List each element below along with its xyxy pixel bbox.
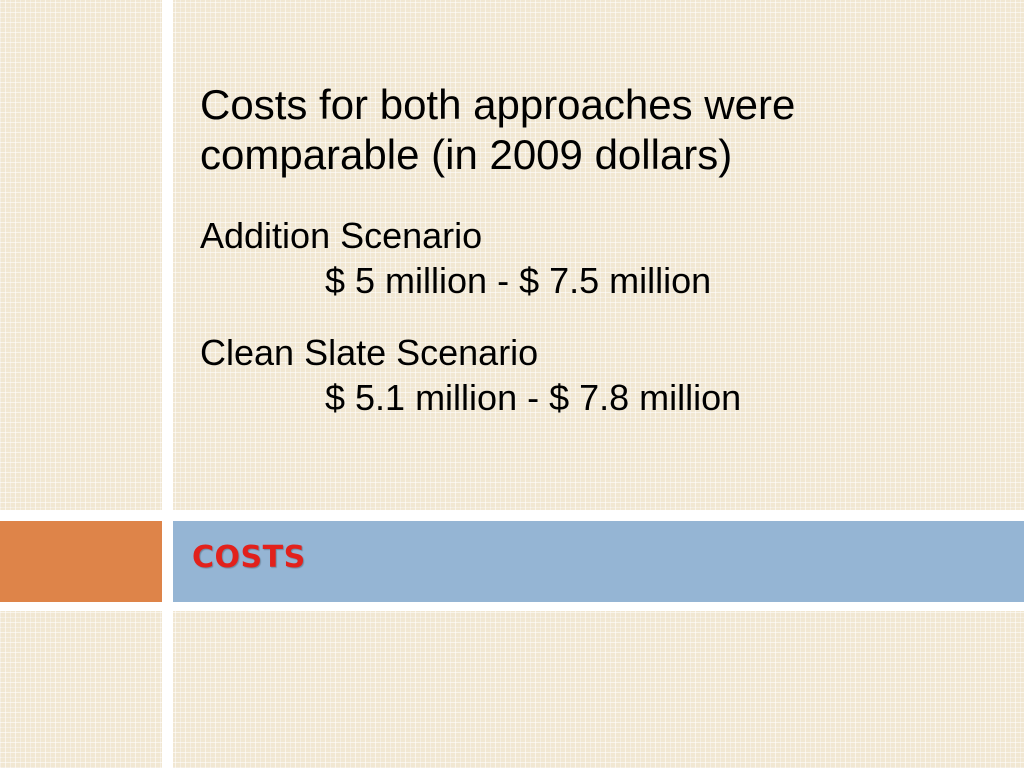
accent-block [0, 521, 162, 602]
scenario-name: Addition Scenario [200, 214, 483, 256]
title-band [173, 521, 1024, 602]
horizontal-divider-bottom [0, 602, 1024, 611]
slide-content: Costs for both approaches were comparabl… [200, 80, 1000, 418]
scenario-cost-range: $ 5 million - $ 7.5 million [325, 260, 712, 302]
vertical-divider [162, 0, 173, 768]
scenario-name: Clean Slate Scenario [200, 331, 539, 373]
scenario-addition: Addition Scenario $ 5 million - $ 7.5 mi… [200, 215, 1000, 302]
scenario-clean-slate: Clean Slate Scenario $ 5.1 million - $ 7… [200, 332, 1000, 419]
lead-statement: Costs for both approaches were comparabl… [200, 81, 796, 179]
horizontal-divider-top [0, 510, 1024, 521]
slide-title: COSTS [192, 540, 306, 575]
scenario-cost-range: $ 5.1 million - $ 7.8 million [325, 376, 742, 418]
